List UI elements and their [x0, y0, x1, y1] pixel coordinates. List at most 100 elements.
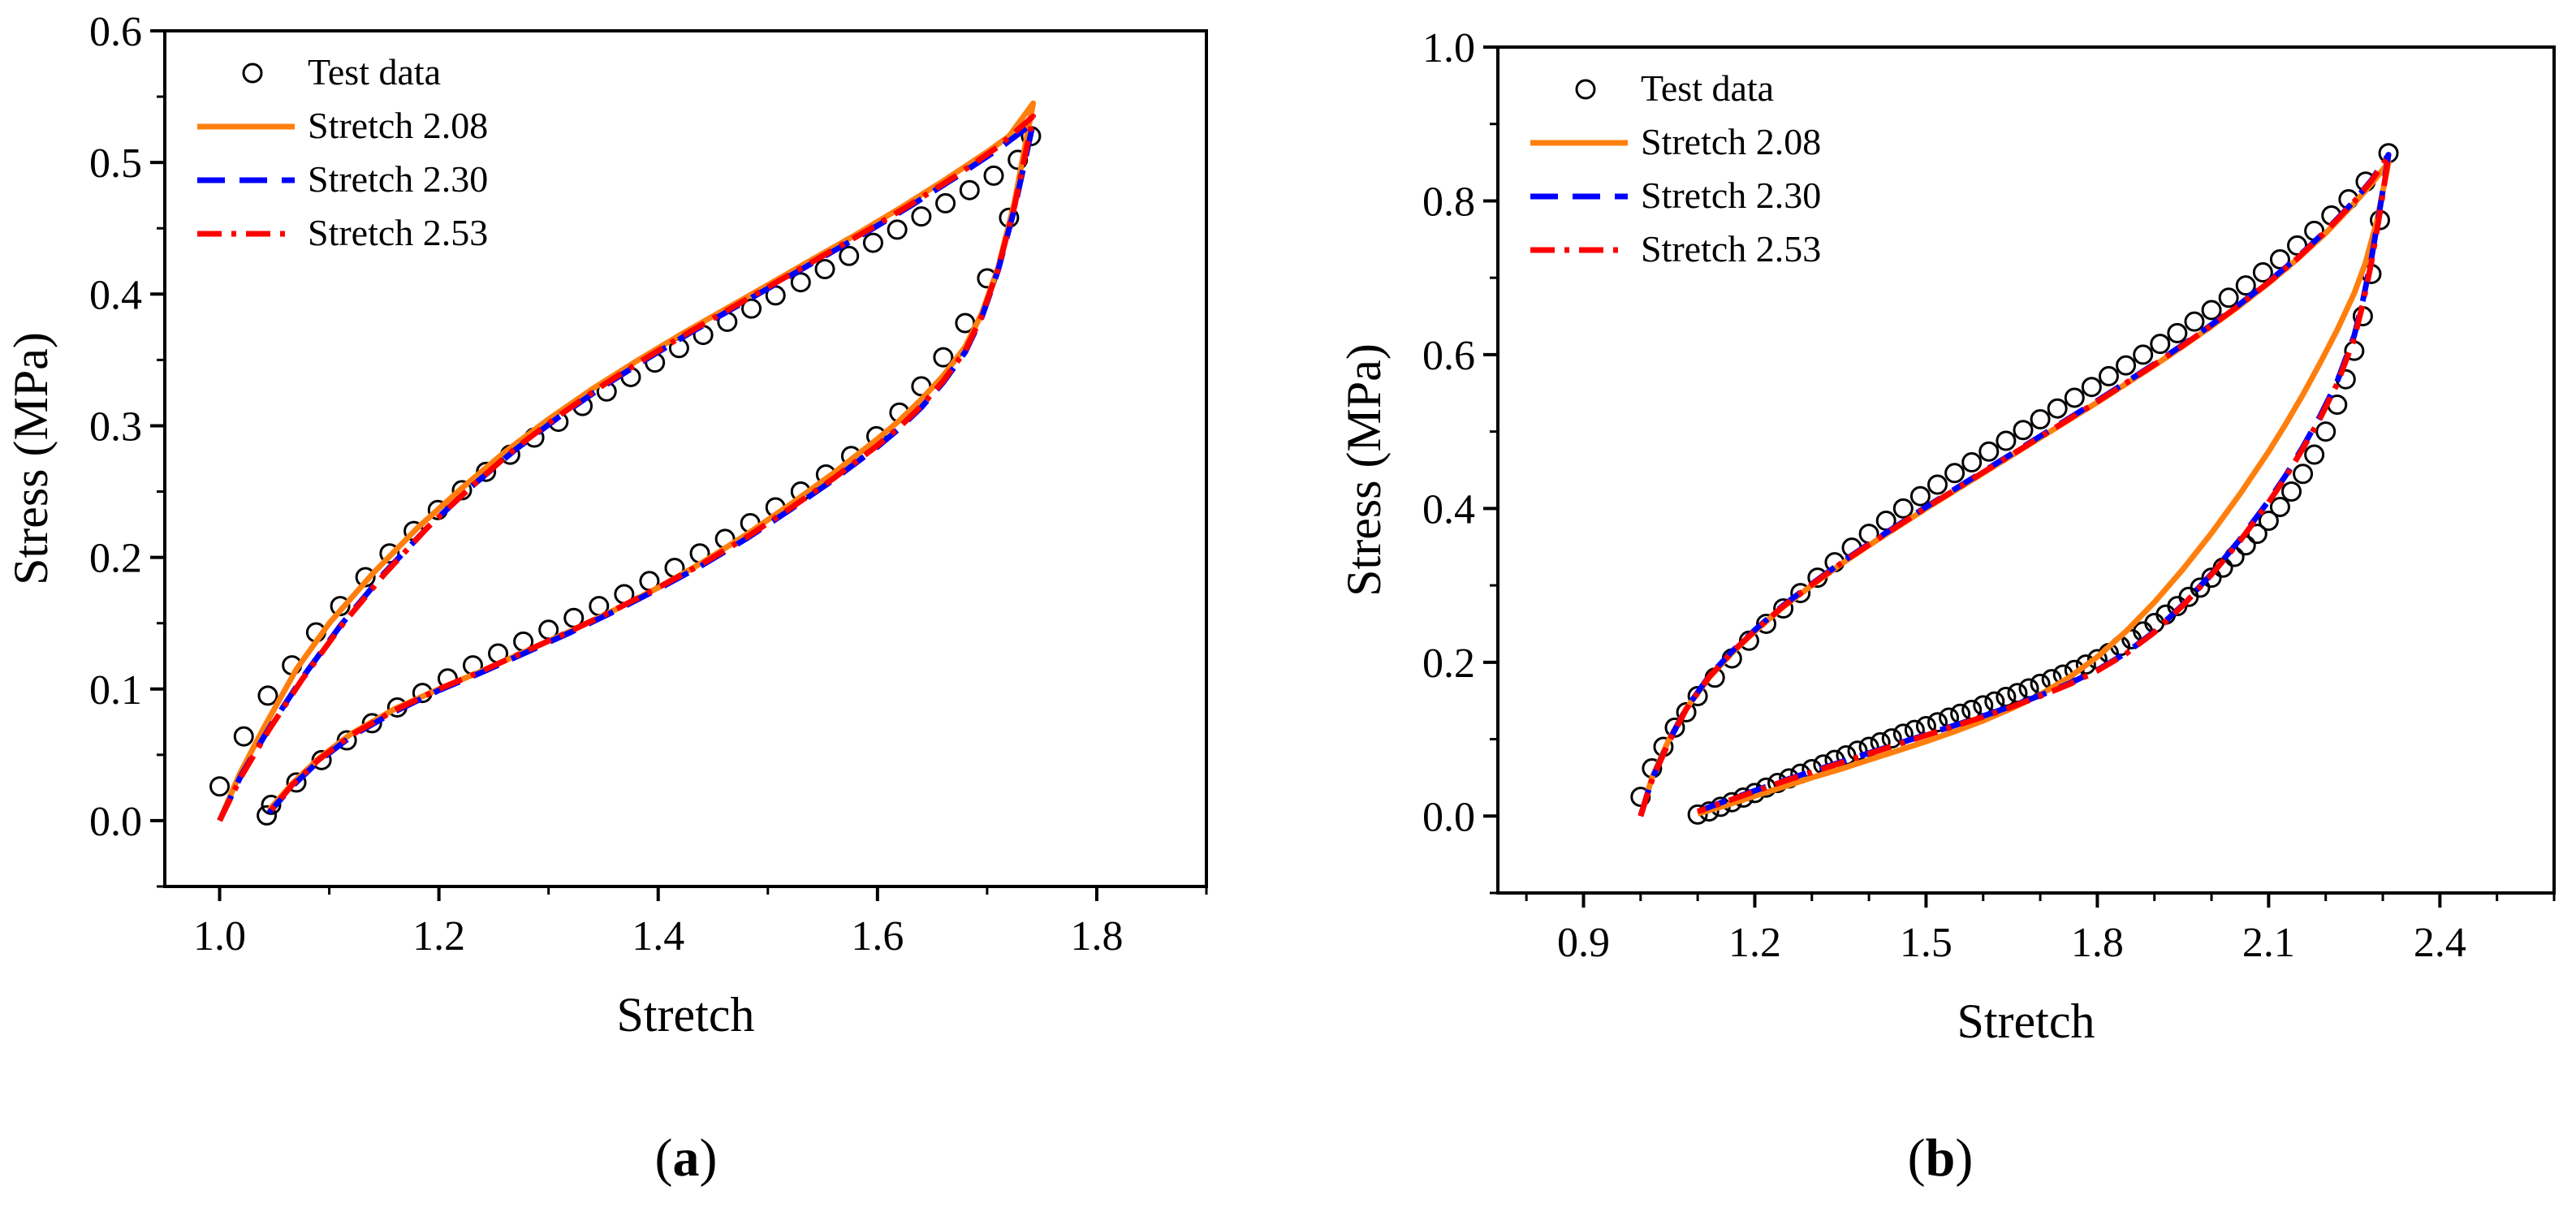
test-data-point — [1687, 685, 1708, 706]
test-data-point — [2167, 322, 2188, 343]
test-data-point — [311, 749, 332, 770]
y-tick-label: 0.4 — [1422, 486, 1475, 533]
test-data-point — [814, 258, 835, 279]
x-axis-title: Stretch — [1957, 994, 2095, 1048]
test-data-point — [2098, 365, 2119, 386]
test-data-point — [1944, 463, 1965, 484]
panel-label: (b) — [1908, 1128, 1974, 1188]
panel-b: 0.9 1.2 1.5 1.8 2.1 2.4 0.0 0.2 0.4 0.6 0.8 1.0 Stre… — [1337, 25, 2556, 1188]
test-data-point — [257, 804, 278, 826]
legend: Test data Stretch 2.08 Stretch 2.30 Stretch… — [197, 51, 488, 253]
test-data-point — [257, 685, 278, 706]
test-data-point — [1892, 498, 1914, 519]
test-data-point — [887, 219, 908, 240]
test-data-point — [2201, 300, 2222, 321]
test-data-point — [1687, 804, 1708, 825]
panel-a: 1.0 1.2 1.4 1.6 1.8 0.0 0.1 0.2 0.3 0.4 0.5 0.6 Stre… — [4, 9, 1208, 1188]
test-data-point — [1978, 441, 2000, 462]
test-data-point — [2047, 398, 2068, 419]
legend: Test data Stretch 2.08 Stretch 2.30 Stretch… — [1530, 67, 1821, 270]
y-tick-label: 0.0 — [89, 799, 142, 845]
plot-area — [209, 100, 1042, 826]
test-data-point — [1756, 613, 1777, 634]
x-tick-label: 1.0 — [193, 913, 246, 960]
test-data-point — [1961, 452, 1983, 473]
x-tick-label: 1.5 — [1900, 920, 1952, 966]
plot-area — [1630, 143, 2399, 825]
legend-label: Stretch 2.53 — [308, 212, 488, 253]
test-data-point — [233, 726, 254, 747]
y-tick-label: 0.8 — [1422, 179, 1475, 225]
test-data-point — [2293, 464, 2314, 485]
test-data-point — [2064, 387, 2085, 408]
x-axis-title: Stretch — [617, 988, 755, 1042]
x-tick-label: 2.1 — [2242, 920, 2295, 966]
test-data-point — [1996, 686, 2017, 707]
test-data-point — [2304, 444, 2325, 465]
x-tick-label: 1.4 — [632, 913, 684, 960]
y-tick-label: 0.4 — [89, 272, 142, 318]
series-line-stretch-2-53 — [1638, 153, 2392, 817]
panel-label-letter: b — [1926, 1128, 1956, 1188]
panel-label-letter: a — [673, 1128, 700, 1188]
test-data-point — [2133, 344, 2154, 365]
x-tick-label: 1.6 — [851, 913, 904, 960]
x-tick-label: 1.8 — [2071, 920, 2124, 966]
test-data-point — [2269, 248, 2290, 270]
test-data-point — [286, 772, 307, 793]
test-data-point — [2116, 355, 2137, 376]
x-tick-label: 1.8 — [1070, 913, 1123, 960]
test-data-point — [933, 347, 954, 368]
legend-marker — [1575, 79, 1596, 100]
test-data-point — [839, 245, 860, 266]
y-tick-label: 0.2 — [89, 536, 142, 582]
test-data-point — [935, 192, 956, 214]
test-data-point — [2258, 511, 2279, 532]
legend-label: Stretch 2.08 — [308, 105, 488, 146]
test-data-point — [2252, 262, 2273, 283]
y-axis-title: Stress (MPa) — [1337, 343, 1391, 597]
plot-frame — [163, 29, 1208, 888]
test-data-point — [983, 165, 1004, 186]
test-data-point — [2281, 481, 2302, 502]
legend-marker — [242, 63, 263, 84]
plot-frame — [1496, 45, 2556, 895]
y-tick-label: 0.6 — [1422, 333, 1475, 379]
legend-label: Stretch 2.30 — [1641, 175, 1821, 216]
y-tick-label: 0.6 — [89, 9, 142, 55]
x-tick-label: 1.2 — [412, 913, 465, 960]
test-data-point — [2150, 334, 2171, 355]
legend-label: Stretch 2.30 — [308, 158, 488, 200]
test-data-point — [1790, 583, 1811, 604]
test-data-point — [2235, 275, 2256, 296]
test-data-point — [2315, 421, 2337, 442]
x-tick-label: 1.2 — [1728, 920, 1781, 966]
test-data-point — [862, 232, 883, 253]
y-tick-label: 0.5 — [89, 140, 142, 187]
test-data-point — [2184, 311, 2205, 332]
test-data-point — [911, 206, 932, 227]
test-data-point — [1676, 701, 1697, 722]
y-tick-label: 0.1 — [89, 667, 142, 714]
legend-label: Stretch 2.08 — [1641, 121, 1821, 162]
test-data-point — [2013, 420, 2034, 441]
panel-label: (a) — [655, 1128, 718, 1188]
test-data-point — [1996, 430, 2017, 451]
test-data-point — [1909, 485, 1931, 507]
test-data-point — [1927, 474, 1948, 495]
series-line-stretch-2-08 — [217, 100, 1037, 822]
test-data-point — [959, 179, 980, 201]
test-data-point — [1773, 598, 1794, 619]
x-tick-label: 2.4 — [2414, 920, 2466, 966]
legend-label: Stretch 2.53 — [1641, 228, 1821, 270]
y-tick-label: 0.3 — [89, 403, 142, 450]
test-data-point — [2269, 496, 2290, 517]
y-tick-label: 1.0 — [1422, 25, 1475, 71]
y-tick-label: 0.0 — [1422, 794, 1475, 840]
test-data-point — [209, 776, 231, 797]
test-data-point — [2201, 567, 2222, 589]
y-tick-label: 0.2 — [1422, 641, 1475, 687]
x-tick-label: 0.9 — [1557, 920, 1610, 966]
test-data-point — [2081, 377, 2102, 398]
